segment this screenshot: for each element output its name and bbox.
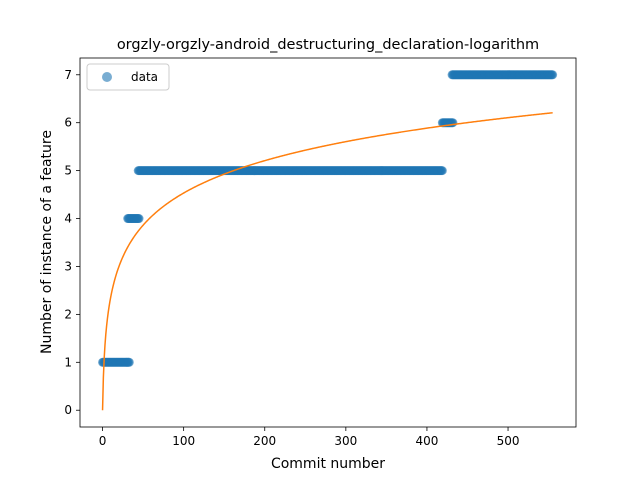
data-point [124, 357, 134, 367]
x-tick-label: 100 [172, 434, 195, 448]
legend-marker [102, 72, 112, 82]
legend-label-data: data [131, 70, 158, 84]
plot-frame [79, 57, 577, 428]
x-tick-label: 400 [415, 434, 438, 448]
y-axis-ticks: 0 1 2 3 4 5 6 7 [64, 68, 80, 417]
x-tick-label: 200 [253, 434, 276, 448]
x-tick-label: 0 [99, 434, 107, 448]
x-axis-label: Commit number [271, 456, 385, 472]
data-point [437, 166, 447, 176]
fit-line [101, 112, 553, 411]
plot-background [80, 58, 576, 427]
y-tick-label: 7 [64, 68, 72, 82]
legend: data [86, 63, 170, 91]
data-point [548, 70, 558, 80]
legend-box [86, 63, 170, 91]
y-tick-label: 5 [64, 164, 72, 178]
y-tick-label: 6 [64, 116, 72, 130]
y-tick-label: 3 [64, 259, 72, 273]
y-tick-label: 4 [64, 212, 72, 226]
chart-title: orgzly-orgzly-android_destructuring_decl… [117, 37, 539, 53]
y-tick-label: 1 [64, 355, 72, 369]
x-tick-label: 500 [497, 434, 520, 448]
data-point [448, 118, 458, 128]
x-tick-label: 300 [334, 434, 357, 448]
y-tick-label: 2 [64, 307, 72, 321]
y-axis-label: Number of instance of a feature [39, 130, 55, 354]
plot-area [79, 57, 577, 428]
y-tick-label: 0 [64, 403, 72, 417]
data-point [134, 214, 144, 224]
x-axis-ticks: 0 100 200 300 400 500 [99, 427, 520, 448]
